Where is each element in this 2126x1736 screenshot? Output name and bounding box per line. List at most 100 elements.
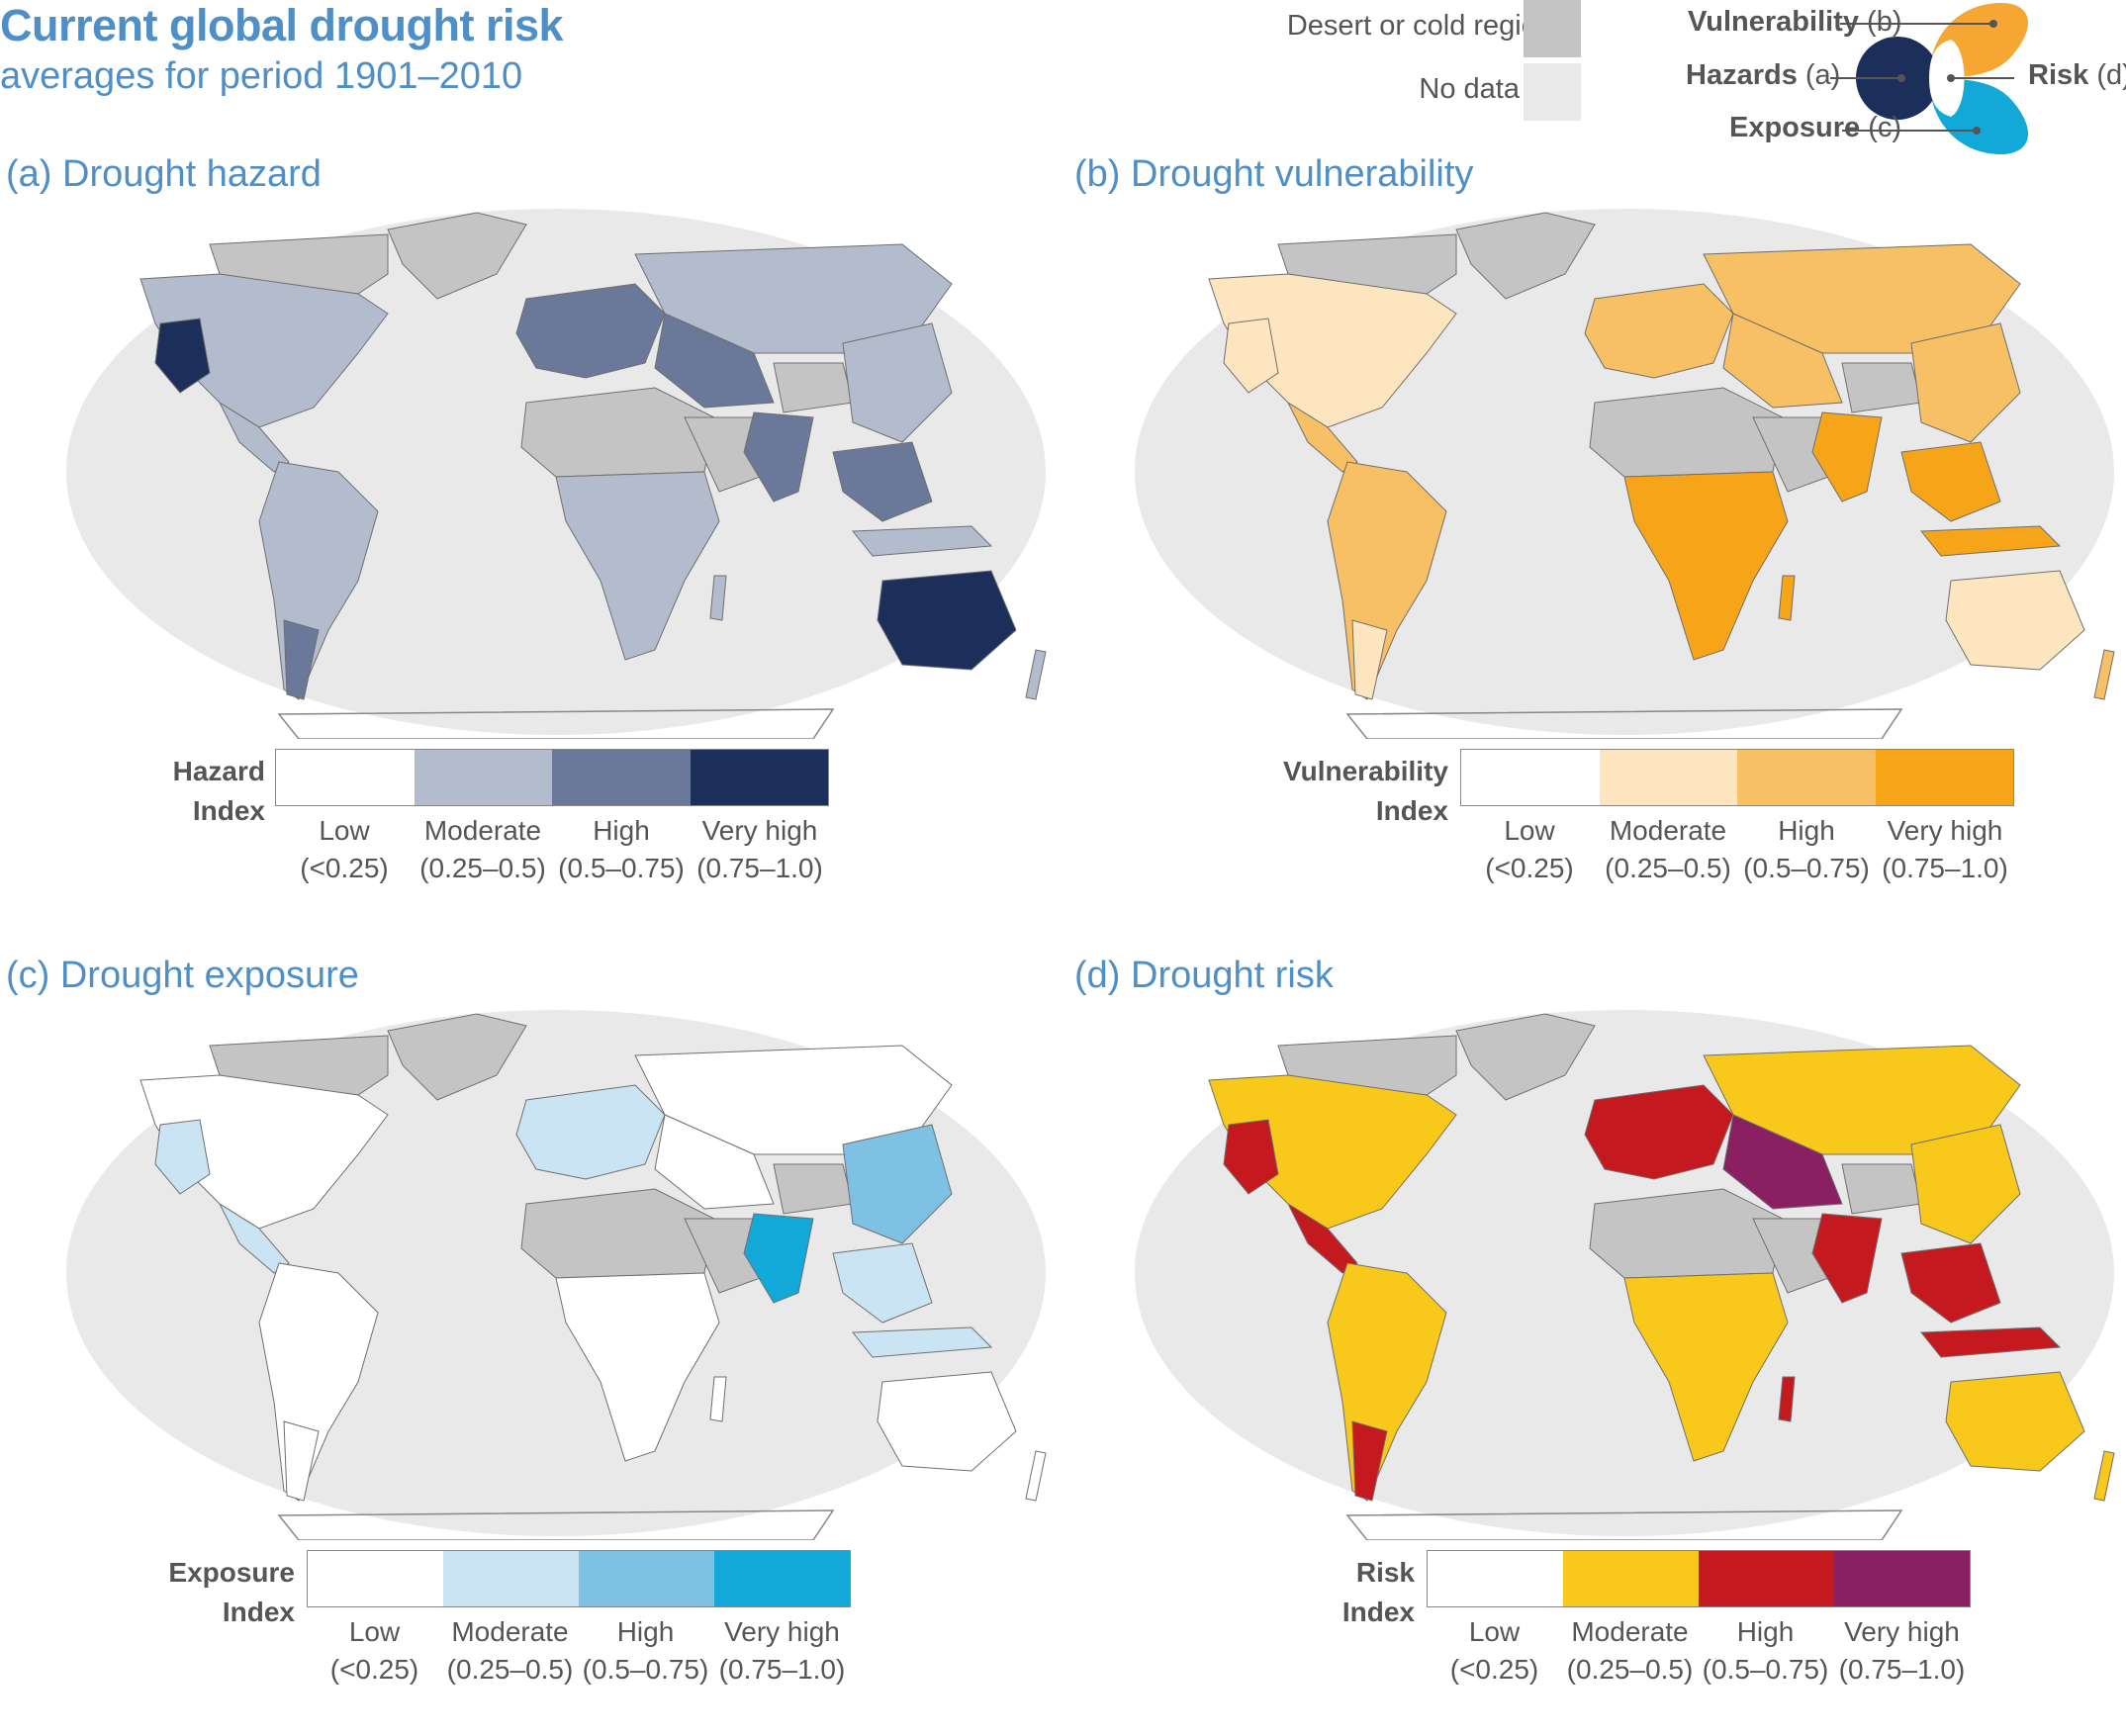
world-map [61,1006,1051,1540]
region-greenland [387,1013,527,1101]
region-central-asia [1722,313,1843,409]
panel-drought-exposure: (c) Drought exposure Exposure Index Low (<… [0,955,1059,1736]
legend-label-high: High (0.5–0.75) [582,1616,709,1685]
region-madagascar [1778,1376,1796,1422]
legend-swatch-very-high [1834,1551,1970,1606]
region-europe [1584,283,1734,379]
region-indonesia [1919,1326,2062,1358]
region-us-west [154,318,211,394]
legend-title: Exposure Index [168,1557,295,1627]
legend-swatch-low [308,1551,443,1606]
venn-graphic [1830,2,2029,155]
region-greenland [1455,212,1596,300]
region-antarctica [1345,708,1903,739]
region-australia [1945,1371,2085,1472]
region-east-asia [1910,322,2021,443]
panel-title: (c) Drought exposure [6,955,359,996]
region-central-asia [654,313,775,409]
region-patagonia [283,1420,320,1502]
region-europe [515,283,666,379]
region-se-asia [832,1242,933,1324]
region-madagascar [709,575,727,621]
panel-title: (a) Drought hazard [6,153,322,195]
region-africa-south [555,471,720,661]
panel-drought-risk: (d) Drought risk Risk Index Low (<0.25) Mo… [1068,955,2126,1736]
figure-title: Current global drought risk [0,0,564,50]
legend-swatch-moderate [414,750,552,805]
no-data-swatch [1524,63,1581,121]
legend-label-high: High (0.5–0.75) [1702,1616,1829,1685]
venn-risk-center [1929,40,1965,117]
legend-label-low: Low (<0.25) [329,1616,419,1685]
legend-label-high: High (0.5–0.75) [1743,815,1870,883]
legend-title: Hazard Index [172,756,265,826]
region-east-asia [842,1124,953,1244]
region-australia [877,570,1017,671]
region-antarctica [1345,1509,1903,1540]
world-map [61,205,1051,739]
region-antarctica [277,1509,835,1540]
panel-title: (d) Drought risk [1074,955,1334,996]
panel-drought-hazard: (a) Drought hazard Hazard Index Low (<0.25… [0,153,1059,935]
region-madagascar [1778,575,1796,621]
region-new-zealand [1025,649,1047,700]
region-central-asia [1722,1114,1843,1210]
region-africa-south [555,1272,720,1462]
legend-title: Vulnerability Index [1282,756,1448,826]
region-india [743,1213,814,1304]
region-europe [1584,1084,1734,1180]
world-map-graphic [66,209,1047,739]
legend-swatch-high [579,1551,714,1606]
region-us-west [1223,318,1279,394]
risk-venn-diagram: Vulnerability (b) Hazards (a) Risk (d) E… [1672,0,2126,158]
legend-label-moderate: Moderate (0.25–0.5) [419,815,546,883]
world-map [1130,1006,2119,1540]
region-us-west [154,1119,211,1195]
legend-colorbar [275,749,829,806]
desert-region-swatch [1524,0,1581,57]
legend-swatch-high [1699,1551,1834,1606]
venn-vulnerability-label: Vulnerability (b) [1688,6,1902,38]
desert-region-label: Desert or cold region [1286,10,1553,42]
region-antarctica [277,708,835,739]
legend-label-low: Low (<0.25) [300,815,389,883]
region-australia [1945,570,2085,671]
legend-label-very-high: Very high (0.75–1.0) [696,815,823,883]
region-se-asia [1900,1242,2001,1324]
legend-swatch-very-high [714,1551,850,1606]
legend-swatch-low [276,750,415,805]
legend-label-very-high: Very high (0.75–1.0) [1838,1616,1966,1685]
region-patagonia [1351,619,1388,700]
world-map [1130,205,2119,739]
legend-label-moderate: Moderate (0.25–0.5) [446,1616,574,1685]
venn-exposure-label: Exposure (c) [1729,112,1902,143]
legend-label-moderate: Moderate (0.25–0.5) [1566,1616,1694,1685]
legend-swatch-high [1737,750,1876,805]
region-indonesia [851,1326,993,1358]
legend-swatch-high [552,750,691,805]
region-greenland [1455,1013,1596,1101]
region-new-zealand [2093,1450,2115,1502]
region-central-asia [654,1114,775,1210]
no-data-label: No data [1419,73,1520,105]
legend-label-high: High (0.5–0.75) [558,815,685,883]
region-australia [877,1371,1017,1472]
region-greenland [387,212,527,300]
legend-label-low: Low (<0.25) [1485,815,1574,883]
legend-swatch-very-high [1875,750,2013,805]
panel-title: (b) Drought vulnerability [1074,153,1474,195]
venn-hazards-label: Hazards (a) [1686,59,1841,91]
world-map-graphic [66,1010,1047,1540]
region-new-zealand [2093,649,2115,700]
region-new-zealand [1025,1450,1047,1502]
legend-colorbar [1427,1550,1971,1607]
legend-label-low: Low (<0.25) [1449,1616,1539,1685]
region-indonesia [1919,525,2062,557]
legend-swatch-moderate [443,1551,579,1606]
legend-colorbar [1460,749,2014,806]
legend-swatch-low [1461,750,1600,805]
venn-risk-label: Risk (d) [2028,59,2126,91]
legend-swatch-moderate [1563,1551,1699,1606]
region-africa-south [1623,471,1789,661]
region-east-asia [1910,1124,2021,1244]
